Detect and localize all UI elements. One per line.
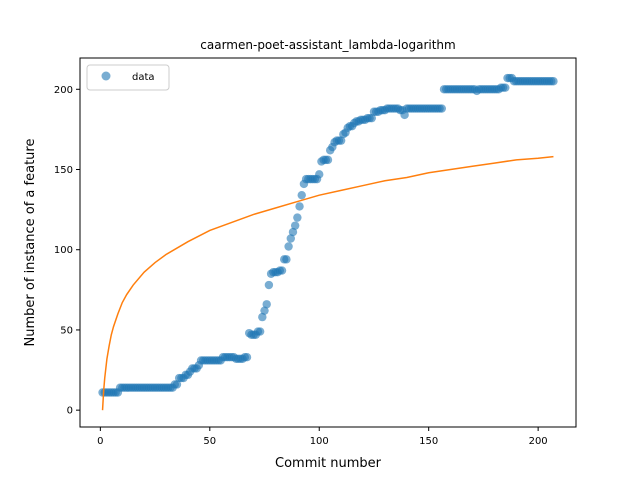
data-point [284,242,293,251]
data-point [264,280,274,290]
data-point [437,104,447,113]
data-point [293,213,302,222]
y-axis-ticks: 0 50 100 150 200 [54,85,80,417]
y-tick-label: 50 [60,325,73,336]
data-point [290,221,300,230]
x-axis-label: Commit number [275,456,382,471]
series-layer [98,73,558,411]
data-point [288,227,298,237]
x-tick-label: 200 [529,436,548,447]
x-tick-label: 100 [310,436,329,447]
legend-box [86,64,170,91]
plot-area: 0 50 100 150 200 0 50 100 150 200 [54,57,577,447]
data-points [98,73,558,397]
data-point [501,83,510,92]
data-point [323,155,333,165]
y-tick-label: 200 [54,85,73,96]
data-point [297,190,306,200]
legend: data [86,64,170,91]
data-point [286,234,295,243]
data-point [255,327,265,336]
x-tick-label: 50 [203,436,216,447]
y-tick-label: 100 [54,245,73,256]
data-point [282,255,291,264]
data-point [336,136,346,145]
data-point [295,202,304,211]
x-axis-ticks: 0 50 100 150 200 [97,427,548,447]
x-tick-label: 0 [97,436,103,447]
data-point [549,77,558,86]
y-tick-label: 150 [54,165,73,176]
data-point [400,110,409,120]
data-point [277,266,287,275]
y-axis-label: Number of instance of a feature [23,139,38,347]
data-point [242,353,252,362]
data-point [258,312,267,322]
data-point [172,380,182,389]
x-tick-label: 150 [419,436,438,447]
data-point [260,306,269,315]
legend-marker-data [101,71,111,81]
data-point [367,113,376,123]
data-point [262,300,271,309]
legend-label-data: data [132,72,155,83]
data-point [315,170,324,179]
y-tick-label: 0 [67,406,73,417]
fit-curve-line [101,155,554,411]
chart-title: caarmen-poet-assistant_lambda-logarithm [200,38,455,52]
axes-frame [79,57,577,428]
